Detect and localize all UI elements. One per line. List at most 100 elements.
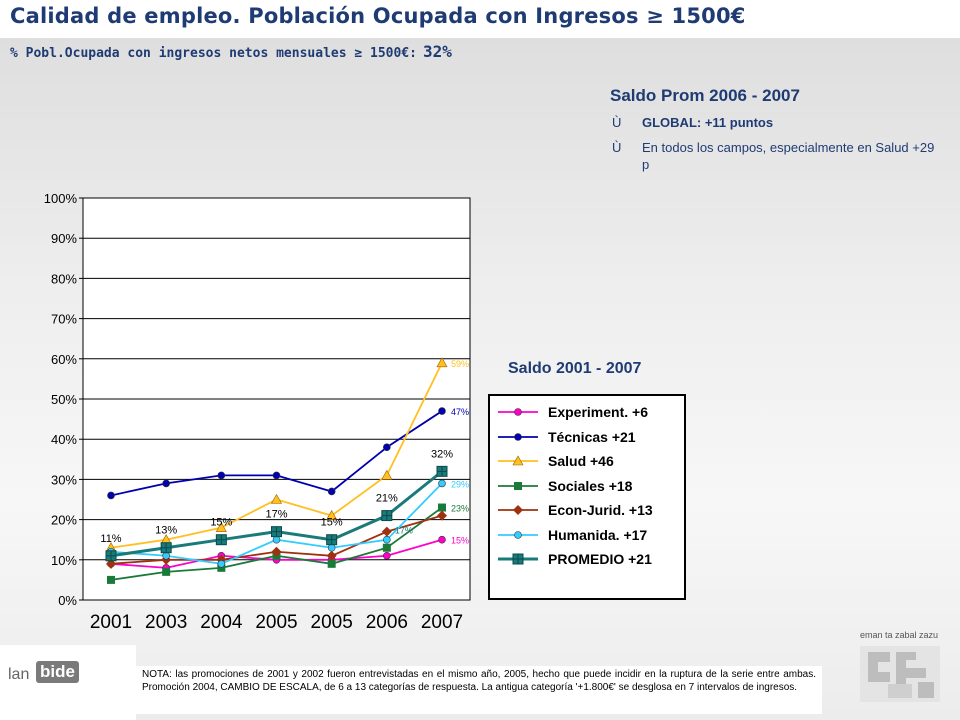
- point-marker: [327, 487, 336, 496]
- point-marker: [436, 465, 448, 477]
- point-marker: [514, 408, 522, 417]
- point-marker: [438, 407, 446, 415]
- point-marker: [512, 553, 524, 565]
- y-tick-label: 40%: [51, 432, 77, 447]
- basque-gov-logo-icon: [860, 646, 940, 702]
- title-band: [0, 0, 960, 38]
- point-marker: [514, 481, 522, 490]
- legend-swatch: [498, 553, 538, 565]
- data-label: 21%: [376, 493, 398, 505]
- data-label: 17%: [395, 526, 413, 536]
- point-marker: [326, 534, 338, 546]
- point-marker: [162, 551, 170, 560]
- point-marker: [217, 471, 226, 480]
- point-marker: [512, 455, 524, 466]
- point-marker: [436, 357, 448, 368]
- legend-swatch: [498, 408, 538, 417]
- data-label: 11%: [100, 533, 121, 545]
- legend-label: Experiment. +6: [548, 404, 648, 421]
- page-title: Calidad de empleo. Población Ocupada con…: [10, 4, 746, 28]
- point-marker: [215, 534, 227, 546]
- legend-item: Sociales +18: [496, 474, 678, 499]
- point-marker: [162, 479, 170, 488]
- x-tick-label: 2005: [255, 612, 297, 633]
- legend-swatch: [498, 505, 538, 516]
- legend-item: Humanida. +17: [496, 523, 678, 548]
- summary-bullet: Ù En todos los campos, especialmente en …: [610, 139, 940, 173]
- legend-item: Experiment. +6: [496, 400, 678, 425]
- y-tick-label: 50%: [51, 392, 77, 407]
- subtitle-value: 32%: [423, 42, 452, 61]
- point-marker: [215, 522, 227, 532]
- y-tick-label: 20%: [51, 513, 77, 528]
- data-label: 15%: [321, 517, 343, 529]
- legend-item: PROMEDIO +21: [496, 547, 678, 572]
- x-tick-label: 2003: [145, 612, 187, 633]
- point-marker: [272, 535, 281, 544]
- subtitle-row: % Pobl.Ocupada con ingresos netos mensua…: [10, 42, 452, 61]
- legend-label: PROMEDIO +21: [548, 551, 652, 568]
- x-tick-label: 2006: [366, 612, 408, 633]
- point-marker: [382, 543, 391, 552]
- legend-label: Humanida. +17: [548, 526, 648, 543]
- footnote: NOTA: las promociones de 2001 y 2002 fue…: [136, 666, 822, 714]
- lanbide-logo-badge: bide: [36, 661, 79, 683]
- point-marker: [326, 550, 337, 561]
- end-data-label: 29%: [451, 479, 469, 489]
- bullet-icon: Ù: [612, 115, 622, 130]
- y-tick-label: 10%: [51, 553, 77, 568]
- point-marker: [381, 469, 393, 480]
- data-label: 13%: [155, 525, 177, 537]
- legend-item: Técnicas +21: [496, 425, 678, 450]
- y-tick-label: 60%: [51, 352, 77, 367]
- point-marker: [438, 479, 446, 488]
- bullet-text: En todos los campos, especialmente en Sa…: [642, 140, 935, 172]
- y-tick-label: 80%: [51, 271, 77, 286]
- point-marker: [514, 530, 522, 539]
- x-tick-label: 2004: [200, 612, 243, 633]
- point-marker: [383, 535, 391, 544]
- y-tick-label: 100%: [44, 191, 78, 206]
- point-marker: [271, 526, 282, 538]
- legend-label: Econ-Jurid. +13: [548, 502, 653, 519]
- point-marker: [272, 471, 281, 480]
- point-marker: [381, 526, 392, 537]
- data-label: 32%: [431, 448, 453, 460]
- point-marker: [217, 560, 226, 568]
- legend-swatch: [498, 530, 538, 539]
- subtitle: % Pobl.Ocupada con ingresos netos mensua…: [10, 46, 417, 61]
- point-marker: [381, 510, 393, 522]
- legend-swatch: [498, 455, 538, 466]
- data-label: 15%: [210, 517, 232, 529]
- legend-item: Econ-Jurid. +13: [496, 498, 678, 523]
- point-marker: [383, 443, 391, 452]
- end-data-label: 15%: [451, 536, 469, 546]
- point-marker: [327, 543, 336, 552]
- point-marker: [383, 551, 391, 560]
- summary-panel: Saldo Prom 2006 - 2007 Ù GLOBAL: +11 pun…: [610, 86, 940, 181]
- point-marker: [107, 491, 115, 500]
- legend-item: Salud +46: [496, 449, 678, 474]
- line-chart: 0% 10% 20% 30% 40% 50% 60% 70% 80% 90% 100% 2001 200…: [44, 191, 471, 633]
- legend-swatch: [498, 481, 538, 490]
- point-marker: [438, 503, 446, 512]
- end-data-label: 23%: [451, 504, 469, 514]
- point-marker: [327, 559, 336, 568]
- point-marker: [438, 535, 446, 544]
- x-tick-label: 2007: [421, 612, 463, 633]
- legend-label: Salud +46: [548, 453, 614, 470]
- bullet-text: GLOBAL: +11 puntos: [642, 115, 774, 130]
- point-marker: [326, 509, 338, 520]
- point-marker: [162, 567, 171, 576]
- legend-swatch: [498, 432, 538, 441]
- x-tick-label: 2005: [311, 612, 353, 633]
- x-tick-label: 2001: [90, 612, 132, 633]
- chart-legend: Experiment. +6 Técnicas +21 Salud +46 Socia…: [488, 394, 686, 600]
- y-tick-label: 0%: [58, 593, 77, 608]
- point-marker: [105, 550, 117, 562]
- point-marker: [106, 558, 116, 569]
- gov-tagline: eman ta zabal zazu: [860, 630, 939, 640]
- summary-heading: Saldo Prom 2006 - 2007: [610, 86, 800, 105]
- bullet-icon: Ù: [612, 140, 622, 155]
- y-tick-label: 90%: [51, 231, 77, 246]
